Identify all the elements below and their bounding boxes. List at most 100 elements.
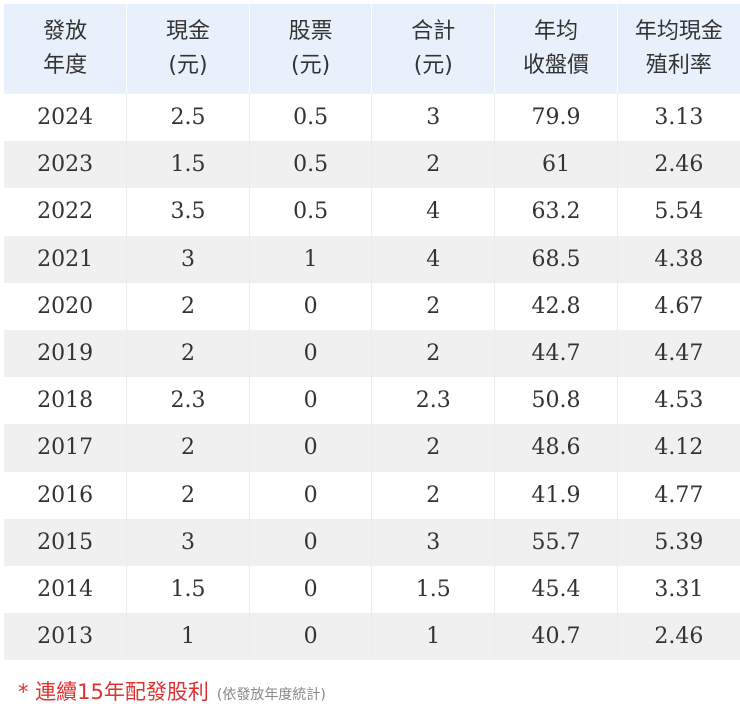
column-header-line2: 年度 <box>43 53 88 78</box>
table-cell: 40.7 <box>494 613 618 661</box>
column-header: 年均 收盤價 <box>494 4 618 94</box>
table-cell: 4.38 <box>617 235 740 283</box>
table-cell: 1 <box>371 613 496 661</box>
column-header: 發放 年度 <box>4 4 128 94</box>
table-cell: 1.5 <box>126 565 250 614</box>
dividend-table-container: 發放 年度 現金 (元) 股票 (元) 合計 (元) 年均 收盤價 年均現金 殖利率 2024 2.5 0… <box>4 4 740 661</box>
table-cell: 2 <box>371 141 496 189</box>
table-cell: 4 <box>371 188 496 236</box>
column-header-line2: (元) <box>168 53 208 78</box>
footnote-main: * 連續15年配發股利 <box>18 680 209 704</box>
table-cell: 2 <box>371 424 496 472</box>
table-cell: 2 <box>126 329 250 378</box>
header-row: 發放 年度 現金 (元) 股票 (元) 合計 (元) 年均 收盤價 年均現金 殖利率 <box>4 4 740 94</box>
table-cell: 0 <box>249 613 373 661</box>
table-cell: 4.77 <box>617 471 740 519</box>
column-header-line2: (元) <box>413 53 453 78</box>
table-cell: 2.46 <box>617 141 740 189</box>
table-cell: 41.9 <box>494 471 618 519</box>
table-cell: 5.39 <box>617 518 740 566</box>
column-header: 合計 (元) <box>371 4 496 94</box>
table-cell: 3 <box>126 518 250 566</box>
table-row: 2021 3 1 4 68.5 4.38 <box>4 235 740 283</box>
table-cell: 42.8 <box>494 282 618 330</box>
table-cell: 2020 <box>4 282 128 330</box>
table-cell: 2023 <box>4 141 128 189</box>
table-cell: 61 <box>494 141 618 189</box>
table-cell: 44.7 <box>494 329 618 378</box>
table-cell: 2 <box>126 471 250 519</box>
table-row: 2015 3 0 3 55.7 5.39 <box>4 518 740 566</box>
table-cell: 4.12 <box>617 424 740 472</box>
table-cell: 3.13 <box>617 94 740 142</box>
footnote: * 連續15年配發股利 (依發放年度統計) <box>18 676 326 706</box>
table-cell: 0 <box>249 377 373 425</box>
table-cell: 55.7 <box>494 518 618 566</box>
table-row: 2023 1.5 0.5 2 61 2.46 <box>4 141 740 189</box>
column-header-line1: 年均現金 <box>634 19 723 44</box>
table-cell: 2 <box>371 471 496 519</box>
table-cell: 2.46 <box>617 613 740 661</box>
table-cell: 2013 <box>4 613 128 661</box>
table-row: 2014 1.5 0 1.5 45.4 3.31 <box>4 565 740 614</box>
table-cell: 2022 <box>4 188 128 236</box>
table-cell: 1.5 <box>126 141 250 189</box>
table-cell: 2016 <box>4 471 128 519</box>
table-cell: 3.5 <box>126 188 250 236</box>
table-header: 發放 年度 現金 (元) 股票 (元) 合計 (元) 年均 收盤價 年均現金 殖利率 <box>4 4 740 94</box>
column-header: 年均現金 殖利率 <box>617 4 740 94</box>
table-cell: 3 <box>126 235 250 283</box>
table-cell: 0 <box>249 565 373 614</box>
table-cell: 50.8 <box>494 377 618 425</box>
table-cell: 2019 <box>4 329 128 378</box>
table-row: 2016 2 0 2 41.9 4.77 <box>4 471 740 519</box>
table-cell: 3 <box>371 518 496 566</box>
table-row: 2022 3.5 0.5 4 63.2 5.54 <box>4 188 740 236</box>
dividend-table: 發放 年度 現金 (元) 股票 (元) 合計 (元) 年均 收盤價 年均現金 殖利率 2024 2.5 0… <box>4 4 740 661</box>
table-cell: 0.5 <box>249 94 373 142</box>
table-cell: 48.6 <box>494 424 618 472</box>
table-cell: 2.5 <box>126 94 250 142</box>
table-cell: 2.3 <box>371 377 496 425</box>
table-cell: 0 <box>249 471 373 519</box>
table-cell: 3.31 <box>617 565 740 614</box>
table-cell: 0 <box>249 424 373 472</box>
table-cell: 4.47 <box>617 329 740 378</box>
table-cell: 2017 <box>4 424 128 472</box>
table-cell: 2 <box>126 282 250 330</box>
table-cell: 68.5 <box>494 235 618 283</box>
column-header: 股票 (元) <box>249 4 373 94</box>
table-cell: 4.67 <box>617 282 740 330</box>
table-cell: 2.3 <box>126 377 250 425</box>
table-cell: 2 <box>126 424 250 472</box>
table-cell: 0 <box>249 329 373 378</box>
column-header-line1: 現金 <box>165 19 210 44</box>
table-cell: 1.5 <box>371 565 496 614</box>
table-cell: 0 <box>249 518 373 566</box>
column-header-line1: 股票 <box>288 19 333 44</box>
table-cell: 1 <box>249 235 373 283</box>
column-header-line1: 發放 <box>43 19 88 44</box>
table-row: 2019 2 0 2 44.7 4.47 <box>4 329 740 378</box>
table-cell: 45.4 <box>494 565 618 614</box>
table-cell: 2015 <box>4 518 128 566</box>
table-body: 2024 2.5 0.5 3 79.9 3.13 2023 1.5 0.5 2 61 2.46 2022… <box>4 94 740 661</box>
column-header-line2: (元) <box>291 53 331 78</box>
column-header-line1: 合計 <box>411 19 456 44</box>
table-cell: 2018 <box>4 377 128 425</box>
column-header: 現金 (元) <box>126 4 250 94</box>
column-header-line1: 年均 <box>533 19 578 44</box>
table-cell: 5.54 <box>617 188 740 236</box>
table-cell: 3 <box>371 94 496 142</box>
table-cell: 2024 <box>4 94 128 142</box>
table-row: 2013 1 0 1 40.7 2.46 <box>4 613 740 661</box>
column-header-line2: 收盤價 <box>522 53 589 78</box>
table-cell: 2 <box>371 329 496 378</box>
table-cell: 63.2 <box>494 188 618 236</box>
table-row: 2017 2 0 2 48.6 4.12 <box>4 424 740 472</box>
table-cell: 2021 <box>4 235 128 283</box>
table-cell: 79.9 <box>494 94 618 142</box>
table-cell: 0.5 <box>249 188 373 236</box>
table-cell: 2014 <box>4 565 128 614</box>
table-cell: 1 <box>126 613 250 661</box>
